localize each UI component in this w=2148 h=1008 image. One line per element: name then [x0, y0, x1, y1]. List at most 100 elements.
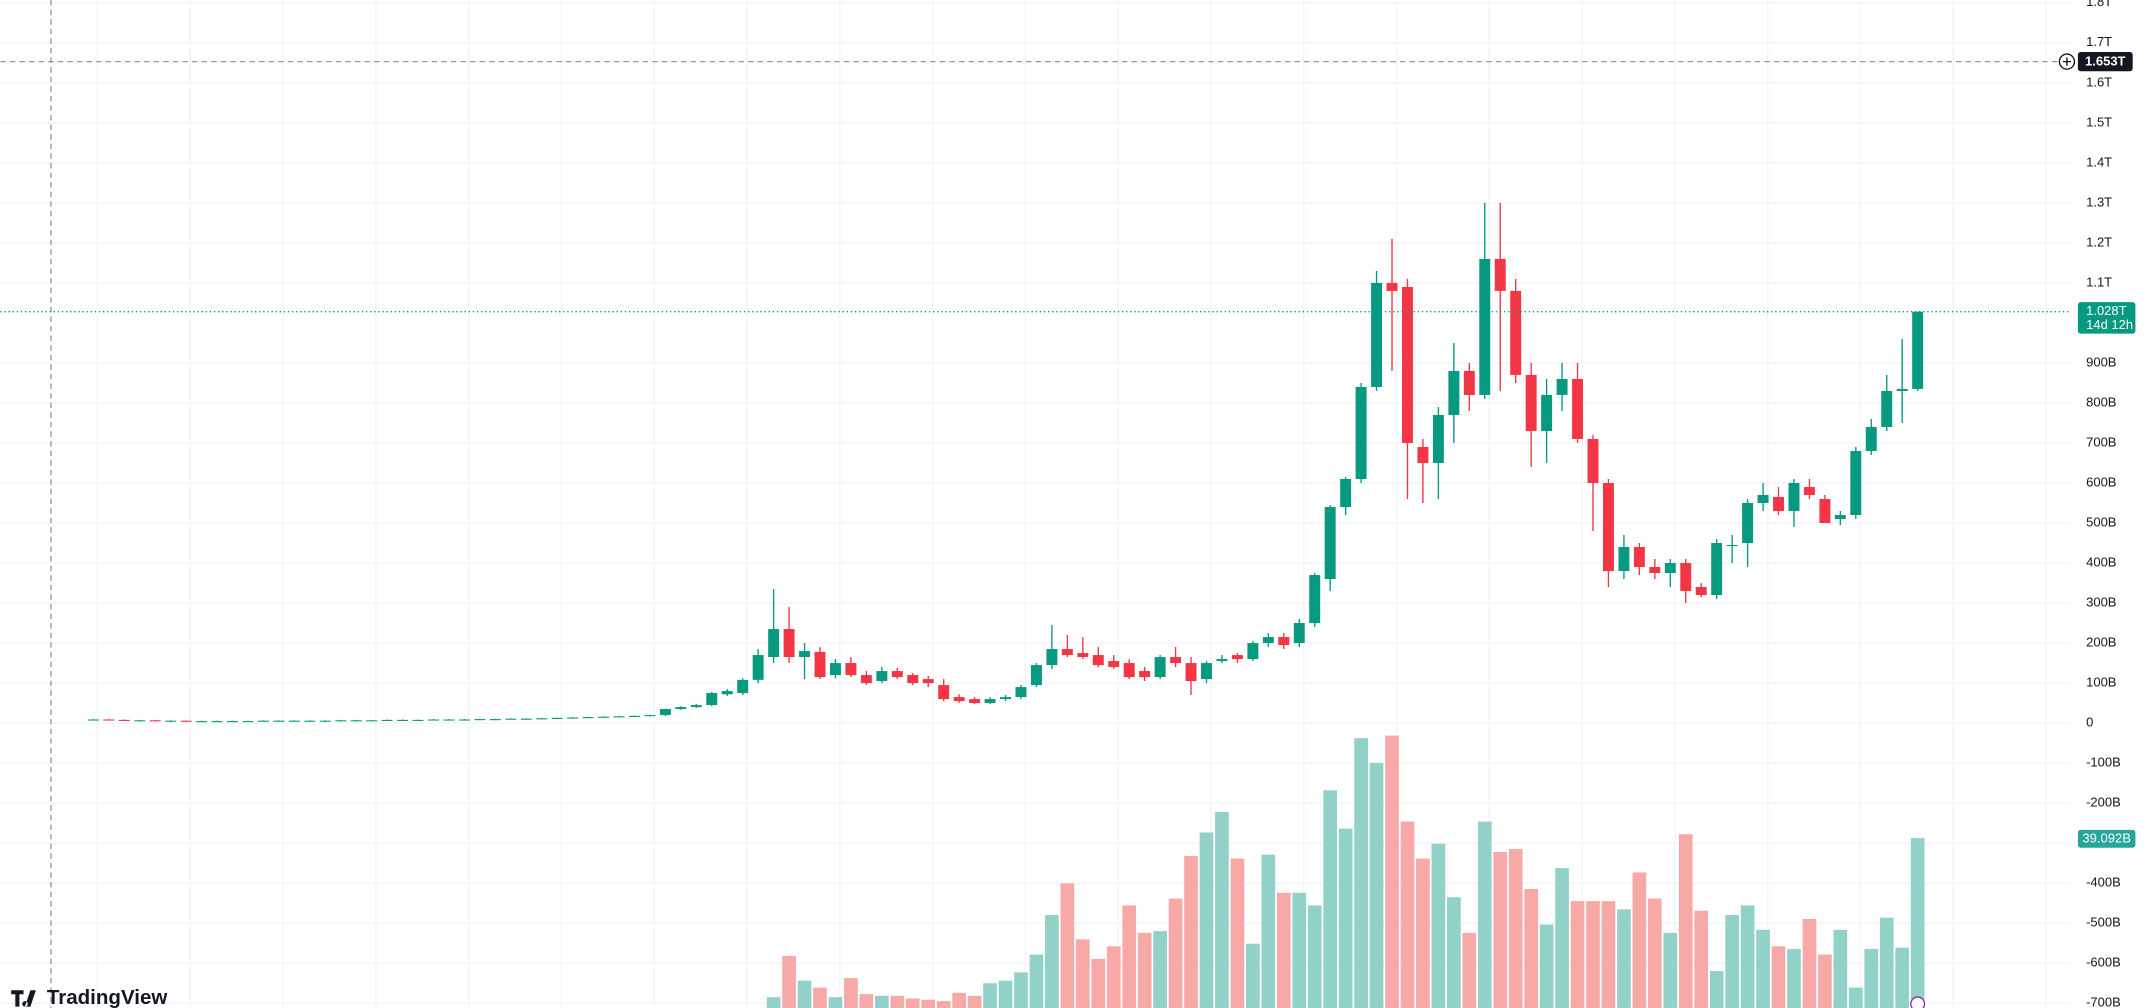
- candle-body: [1108, 661, 1120, 668]
- volume-bar: [1276, 892, 1291, 1008]
- volume-bar: [1307, 905, 1322, 1008]
- countdown-label: 14d 12h: [2086, 317, 2133, 332]
- volume-bar: [1261, 854, 1276, 1008]
- candle-body: [1463, 370, 1475, 395]
- candle-body: [443, 719, 455, 721]
- volume-bar: [1493, 852, 1508, 1008]
- volume-bar: [983, 983, 997, 1008]
- volume-bar: [1617, 909, 1631, 1008]
- y-tick-label: -600B: [2086, 955, 2121, 970]
- candle-body: [1602, 482, 1614, 572]
- volume-bar: [1230, 858, 1245, 1008]
- volume-bar: [1678, 834, 1693, 1008]
- candle-body: [768, 629, 780, 658]
- volume-bar: [1586, 901, 1600, 1008]
- candle-body: [783, 629, 795, 658]
- candle-body: [1340, 478, 1352, 508]
- candle-body: [1309, 575, 1321, 624]
- candle-body: [1030, 665, 1042, 686]
- candle-body: [134, 720, 146, 722]
- volume-bar: [1539, 924, 1554, 1008]
- candle-body: [629, 715, 640, 717]
- y-tick-label: -500B: [2086, 915, 2121, 930]
- candle-body: [1695, 587, 1707, 596]
- y-tick-label: 800B: [2086, 394, 2116, 409]
- candle-body: [1819, 498, 1831, 524]
- volume-bar: [1106, 946, 1121, 1008]
- candle-body: [690, 705, 702, 708]
- candle-body: [814, 651, 826, 678]
- volume-bar: [905, 998, 920, 1008]
- candle-body: [257, 720, 269, 722]
- candle-body: [551, 717, 563, 719]
- y-tick-label: 1.4T: [2086, 154, 2112, 169]
- candle-body: [845, 663, 857, 676]
- candle-body: [1355, 386, 1367, 479]
- volume-bar: [813, 987, 827, 1008]
- candle-body: [922, 679, 934, 684]
- candle-body: [1247, 643, 1259, 660]
- volume-bar: [1818, 954, 1832, 1008]
- volume-bar: [1385, 735, 1399, 1008]
- volume-bar: [1416, 858, 1430, 1008]
- y-tick-label: 1.2T: [2086, 234, 2112, 249]
- volume-bar: [766, 997, 781, 1008]
- volume-bar: [1215, 812, 1229, 1008]
- candle-body: [458, 719, 470, 721]
- y-tick-label: 700B: [2086, 434, 2116, 449]
- volume-bar: [1168, 898, 1183, 1008]
- candle-body: [288, 720, 300, 722]
- candle-body: [1680, 563, 1692, 592]
- volume-bar: [1555, 868, 1569, 1008]
- y-tick-label: -100B: [2086, 755, 2121, 770]
- crosshair-tag: [2077, 52, 2133, 72]
- candle-body: [1479, 258, 1491, 395]
- candle-body: [1448, 370, 1460, 415]
- candle-body: [1726, 545, 1738, 547]
- volume-bar: [1462, 932, 1477, 1008]
- y-tick-label: 1.8T: [2086, 0, 2112, 9]
- volume-bar: [1075, 939, 1090, 1008]
- candle-body: [1262, 637, 1274, 644]
- candle-body: [829, 663, 841, 676]
- candle-body: [165, 720, 177, 722]
- volume-bar: [921, 999, 936, 1008]
- candle-body: [1278, 637, 1290, 646]
- candle-body: [489, 719, 501, 721]
- candle-body: [304, 720, 316, 722]
- volume-bar: [1091, 958, 1106, 1008]
- candle-body: [1742, 502, 1754, 544]
- volume-bar: [1879, 917, 1894, 1008]
- candle-body: [1123, 663, 1135, 678]
- candle-body: [721, 691, 733, 695]
- y-tick-label: 1.6T: [2086, 74, 2112, 89]
- candle-body: [1015, 687, 1027, 698]
- candle-body: [428, 719, 439, 721]
- candle-body: [366, 720, 378, 722]
- candle-body: [644, 715, 656, 717]
- volume-bar: [1447, 897, 1461, 1008]
- candle-body: [211, 721, 223, 723]
- candle-body: [737, 679, 749, 694]
- candle-body: [1046, 649, 1058, 666]
- y-tick-label: 900B: [2086, 354, 2116, 369]
- candle-body: [1541, 394, 1553, 431]
- candle-body: [1896, 388, 1908, 391]
- candle-body: [984, 699, 996, 704]
- y-tick-label: 500B: [2086, 514, 2116, 529]
- candle-body: [799, 651, 811, 658]
- volume-bar: [1771, 946, 1786, 1008]
- y-tick-label: -700B: [2086, 995, 2121, 1008]
- candle-body: [969, 699, 981, 704]
- candle-body: [1649, 567, 1661, 574]
- y-tick-label: 1.7T: [2086, 34, 2112, 49]
- volume-bar: [1910, 838, 1925, 1008]
- candle-body: [1664, 563, 1676, 574]
- volume-bar: [797, 980, 812, 1008]
- volume-bar: [828, 997, 843, 1008]
- volume-bar: [1740, 905, 1755, 1008]
- volume-bar: [1709, 971, 1724, 1008]
- candle-body: [1773, 496, 1784, 512]
